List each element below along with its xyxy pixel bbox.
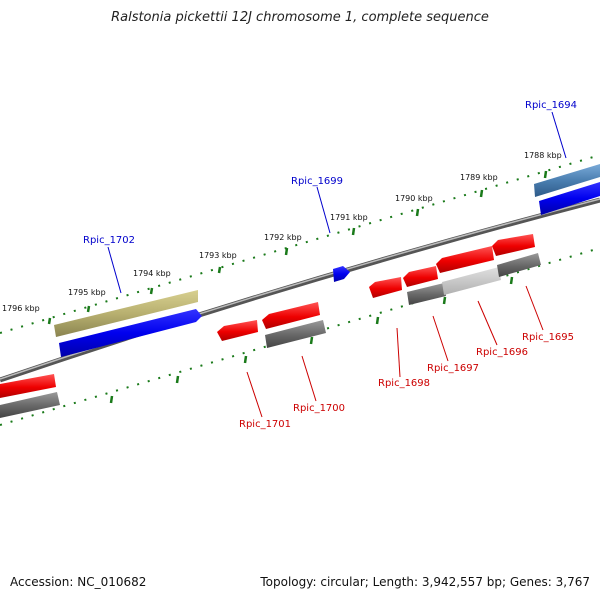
- kbp-label-1792: 1792 kbp: [264, 233, 302, 242]
- reverse-gene-arrow-rpic-1695[interactable]: [492, 234, 541, 277]
- gene-label-rpic-1699[interactable]: Rpic_1699: [291, 176, 343, 187]
- kbp-label-1796: 1796 kbp: [2, 304, 40, 313]
- reverse-gene-arrow-rpic-1701[interactable]: [217, 320, 258, 341]
- forward-gene-arrow-rpic-1699[interactable]: [333, 266, 350, 282]
- page-title: Ralstonia pickettii 12J chromosome 1, co…: [111, 10, 489, 25]
- forward-gene-bar-rpic-1702[interactable]: [54, 290, 198, 337]
- reverse-gene-arrow-rpic-1700[interactable]: [262, 302, 326, 348]
- gene-label-rpic-1695[interactable]: Rpic_1695: [522, 332, 574, 343]
- kbp-label-1793: 1793 kbp: [199, 251, 237, 260]
- forward-label-leaders: [107, 111, 567, 294]
- accession-label: Accession: NC_010682: [10, 575, 147, 589]
- reverse-gene-arrow-rpic-1697[interactable]: [403, 266, 446, 305]
- gene-label-rpic-1702[interactable]: Rpic_1702: [83, 235, 135, 246]
- gene-label-rpic-1694[interactable]: Rpic_1694: [525, 100, 577, 111]
- reverse-gene-arrow-rpic-1696[interactable]: [436, 246, 501, 295]
- kbp-label-1790: 1790 kbp: [395, 194, 433, 203]
- kbp-label-1788: 1788 kbp: [524, 151, 562, 160]
- gene-label-rpic-1697[interactable]: Rpic_1697: [427, 363, 479, 374]
- gene-label-rpic-1698[interactable]: Rpic_1698: [378, 378, 430, 389]
- topology-label: Topology: circular; Length: 3,942,557 bp…: [260, 575, 590, 589]
- kbp-label-1795: 1795 kbp: [68, 288, 106, 297]
- gene-label-rpic-1700[interactable]: Rpic_1700: [293, 403, 345, 414]
- reverse-label-leaders: [246, 285, 544, 418]
- gene-label-rpic-1701[interactable]: Rpic_1701: [239, 419, 291, 430]
- gene-label-rpic-1696[interactable]: Rpic_1696: [476, 347, 528, 358]
- reverse-gene-arrow-left-edge[interactable]: [0, 374, 60, 418]
- kbp-label-1791: 1791 kbp: [330, 213, 368, 222]
- forward-gene-arrow-rpic-1702[interactable]: [59, 309, 202, 357]
- kbp-label-1794: 1794 kbp: [133, 269, 171, 278]
- forward-gene-arrow-rpic-1694[interactable]: [539, 182, 600, 215]
- forward-gene-bar-rpic-1694[interactable]: [534, 164, 600, 197]
- kbp-label-1789: 1789 kbp: [460, 173, 498, 182]
- major-ticks: [47, 170, 548, 404]
- reverse-gene-arrow-rpic-1698[interactable]: [369, 277, 402, 298]
